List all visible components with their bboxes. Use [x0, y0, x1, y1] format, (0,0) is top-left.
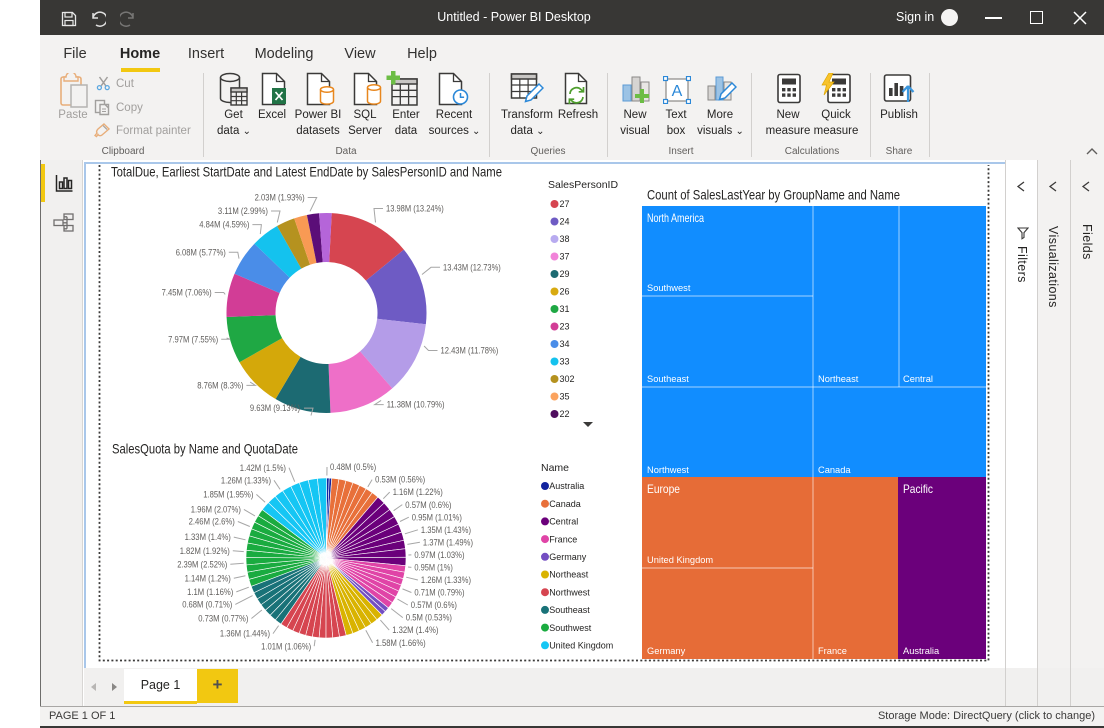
svg-text:Canada: Canada [818, 465, 851, 475]
svg-text:22: 22 [560, 409, 570, 419]
svg-text:Australia: Australia [903, 646, 940, 656]
svg-text:United Kingdom: United Kingdom [549, 641, 613, 651]
svg-text:Southeast: Southeast [647, 374, 689, 384]
svg-text:1.35M (1.43%): 1.35M (1.43%) [421, 525, 471, 535]
svg-text:1.26M (1.33%): 1.26M (1.33%) [221, 475, 271, 485]
svg-text:Germany: Germany [549, 552, 587, 562]
svg-text:38: 38 [560, 234, 570, 244]
svg-text:31: 31 [560, 304, 570, 314]
svg-text:302: 302 [560, 374, 575, 384]
svg-text:2.03M (1.93%): 2.03M (1.93%) [255, 193, 305, 203]
svg-text:0.68M (0.71%): 0.68M (0.71%) [182, 600, 232, 610]
svg-text:Pacific: Pacific [903, 482, 933, 496]
svg-text:35: 35 [560, 392, 570, 402]
svg-text:France: France [549, 534, 577, 544]
svg-text:TotalDue, Earliest StartDate a: TotalDue, Earliest StartDate and Latest … [111, 163, 502, 179]
svg-text:23: 23 [560, 322, 570, 332]
svg-text:8.76M (8.3%): 8.76M (8.3%) [197, 381, 243, 391]
svg-text:6.08M (5.77%): 6.08M (5.77%) [176, 247, 226, 257]
svg-text:1.85M (1.95%): 1.85M (1.95%) [203, 490, 253, 500]
svg-text:1.01M (1.06%): 1.01M (1.06%) [261, 641, 311, 651]
svg-text:SalesPersonID: SalesPersonID [548, 179, 618, 191]
svg-text:24: 24 [560, 217, 570, 227]
svg-text:1.33M (1.4%): 1.33M (1.4%) [185, 532, 231, 542]
svg-text:Southwest: Southwest [549, 623, 592, 633]
svg-text:1.82M (1.92%): 1.82M (1.92%) [180, 546, 230, 556]
svg-text:1.32M (1.4%): 1.32M (1.4%) [392, 625, 438, 635]
svg-text:Germany: Germany [647, 646, 686, 656]
svg-text:37: 37 [560, 252, 570, 262]
svg-text:0.71M (0.79%): 0.71M (0.79%) [414, 588, 464, 598]
svg-text:1.42M (1.5%): 1.42M (1.5%) [240, 463, 286, 473]
svg-text:13.98M (13.24%): 13.98M (13.24%) [386, 204, 444, 214]
svg-text:12.43M (11.78%): 12.43M (11.78%) [441, 346, 499, 356]
svg-text:29: 29 [560, 269, 570, 279]
svg-text:0.95M (1.01%): 0.95M (1.01%) [412, 512, 462, 522]
svg-text:1.26M (1.33%): 1.26M (1.33%) [421, 575, 471, 585]
svg-text:Name: Name [541, 462, 569, 474]
svg-text:0.5M (0.53%): 0.5M (0.53%) [406, 613, 452, 623]
svg-text:1.58M (1.66%): 1.58M (1.66%) [376, 638, 426, 648]
svg-text:A: A [672, 83, 683, 100]
svg-text:2.46M (2.6%): 2.46M (2.6%) [189, 517, 235, 527]
svg-text:Europe: Europe [647, 482, 680, 496]
svg-text:Central: Central [549, 517, 578, 527]
svg-text:33: 33 [560, 357, 570, 367]
svg-text:7.97M (7.55%): 7.97M (7.55%) [168, 334, 218, 344]
svg-text:Central: Central [903, 374, 933, 384]
svg-text:1.14M (1.2%): 1.14M (1.2%) [185, 573, 231, 583]
svg-text:1.36M (1.44%): 1.36M (1.44%) [220, 629, 270, 639]
svg-text:27: 27 [560, 199, 570, 209]
svg-text:2.39M (2.52%): 2.39M (2.52%) [177, 559, 227, 569]
svg-text:26: 26 [560, 287, 570, 297]
svg-text:0.95M (1%): 0.95M (1%) [414, 563, 453, 573]
svg-text:0.53M (0.56%): 0.53M (0.56%) [375, 475, 425, 485]
svg-text:Northwest: Northwest [647, 465, 689, 475]
svg-text:Northeast: Northeast [549, 570, 589, 580]
svg-text:13.43M (12.73%): 13.43M (12.73%) [443, 262, 501, 272]
svg-text:Australia: Australia [549, 481, 584, 491]
svg-text:1.96M (2.07%): 1.96M (2.07%) [191, 505, 241, 515]
svg-text:0.57M (0.6%): 0.57M (0.6%) [411, 600, 457, 610]
svg-text:Southwest: Southwest [647, 283, 691, 293]
svg-text:SalesQuota by Name and QuotaDa: SalesQuota by Name and QuotaDate [112, 441, 298, 457]
svg-text:1.1M (1.16%): 1.1M (1.16%) [187, 587, 233, 597]
svg-text:4.84M (4.59%): 4.84M (4.59%) [199, 220, 249, 230]
svg-text:34: 34 [560, 339, 570, 349]
svg-text:Canada: Canada [549, 499, 581, 509]
svg-text:3.11M (2.99%): 3.11M (2.99%) [218, 206, 268, 216]
svg-text:0.48M (0.5%): 0.48M (0.5%) [330, 462, 376, 472]
svg-text:1.16M (1.22%): 1.16M (1.22%) [393, 487, 443, 497]
svg-text:0.73M (0.77%): 0.73M (0.77%) [198, 614, 248, 624]
svg-text:Count of SalesLastYear by Grou: Count of SalesLastYear by GroupName and … [647, 187, 900, 203]
svg-text:7.45M (7.06%): 7.45M (7.06%) [162, 288, 212, 298]
svg-text:1.37M (1.49%): 1.37M (1.49%) [423, 537, 473, 547]
svg-text:11.38M (10.79%): 11.38M (10.79%) [387, 400, 445, 410]
svg-text:United Kingdom: United Kingdom [647, 555, 713, 565]
svg-text:Northeast: Northeast [818, 374, 859, 384]
svg-text:9.63M (9.13%): 9.63M (9.13%) [250, 403, 300, 413]
svg-text:0.97M (1.03%): 0.97M (1.03%) [414, 550, 464, 560]
svg-text:Northwest: Northwest [549, 587, 590, 597]
svg-text:Southeast: Southeast [549, 605, 590, 615]
svg-text:North America: North America [647, 211, 704, 225]
svg-text:France: France [818, 646, 847, 656]
svg-text:0.57M (0.6%): 0.57M (0.6%) [405, 500, 451, 510]
